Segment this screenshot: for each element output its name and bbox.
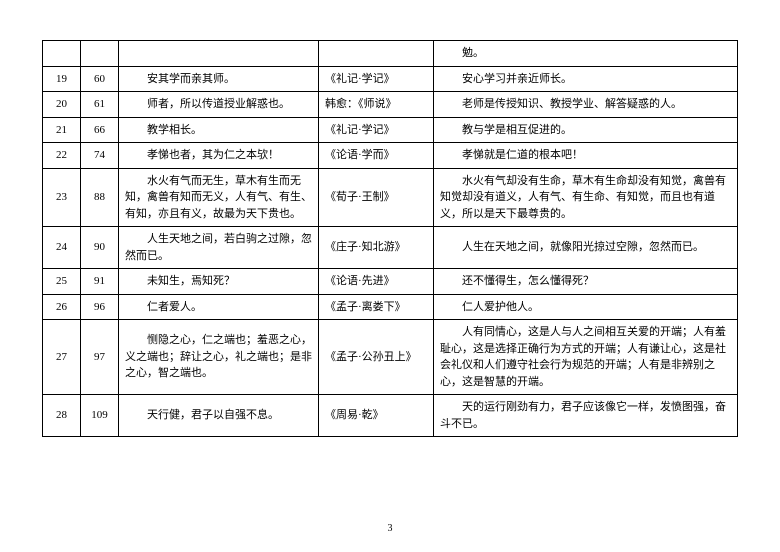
cell-source: 《孟子·离娄下》: [319, 294, 434, 320]
cell-index: 24: [43, 227, 81, 269]
cell-index: 23: [43, 168, 81, 227]
cell-page: 88: [81, 168, 119, 227]
cell-page: 97: [81, 320, 119, 395]
cell-source: 《论语·学而》: [319, 143, 434, 169]
cell-original: 安其学而亲其师。: [119, 66, 319, 92]
cell-page: 66: [81, 117, 119, 143]
table-row: 2591未知生，焉知死？《论语·先进》还不懂得生，怎么懂得死？: [43, 269, 738, 295]
cell-index: 21: [43, 117, 81, 143]
quotes-table: 勉。1960安其学而亲其师。《礼记·学记》安心学习并亲近师长。2061师者，所以…: [42, 40, 738, 437]
table-row: 2061师者，所以传道授业解惑也。韩愈：《师说》老师是传授知识、教授学业、解答疑…: [43, 92, 738, 118]
cell-explanation: 孝悌就是仁道的根本吧！: [434, 143, 738, 169]
cell-original: [119, 41, 319, 67]
table-row: 2797恻隐之心，仁之端也；羞恶之心，义之端也；辞让之心，礼之端也；是非之心，智…: [43, 320, 738, 395]
cell-source: 《礼记·学记》: [319, 66, 434, 92]
cell-page: 109: [81, 395, 119, 437]
cell-original: 仁者爱人。: [119, 294, 319, 320]
cell-explanation: 水火有气却没有生命，草木有生命却没有知觉，禽兽有知觉却没有道义，人有气、有生命、…: [434, 168, 738, 227]
document-page: 勉。1960安其学而亲其师。《礼记·学记》安心学习并亲近师长。2061师者，所以…: [0, 0, 780, 437]
cell-page: 60: [81, 66, 119, 92]
cell-source: [319, 41, 434, 67]
cell-explanation: 安心学习并亲近师长。: [434, 66, 738, 92]
cell-page: 61: [81, 92, 119, 118]
cell-index: 19: [43, 66, 81, 92]
table-row: 2388水火有气而无生，草木有生而无知，禽兽有知而无义，人有气、有生、有知，亦且…: [43, 168, 738, 227]
page-number: 3: [0, 523, 780, 534]
cell-page: 96: [81, 294, 119, 320]
cell-index: 25: [43, 269, 81, 295]
cell-original: 未知生，焉知死？: [119, 269, 319, 295]
cell-original: 人生天地之间，若白驹之过隙，忽然而已。: [119, 227, 319, 269]
table-row: 1960安其学而亲其师。《礼记·学记》安心学习并亲近师长。: [43, 66, 738, 92]
cell-source: 《孟子·公孙丑上》: [319, 320, 434, 395]
cell-index: 26: [43, 294, 81, 320]
cell-page: [81, 41, 119, 67]
cell-source: 《礼记·学记》: [319, 117, 434, 143]
cell-explanation: 人有同情心，这是人与人之间相互关爱的开端；人有羞耻心，这是选择正确行为方式的开端…: [434, 320, 738, 395]
cell-original: 教学相长。: [119, 117, 319, 143]
cell-explanation: 教与学是相互促进的。: [434, 117, 738, 143]
cell-original: 师者，所以传道授业解惑也。: [119, 92, 319, 118]
cell-source: 《周易·乾》: [319, 395, 434, 437]
cell-source: 《荀子·王制》: [319, 168, 434, 227]
cell-page: 74: [81, 143, 119, 169]
cell-index: 28: [43, 395, 81, 437]
cell-source: 韩愈：《师说》: [319, 92, 434, 118]
cell-page: 91: [81, 269, 119, 295]
cell-source: 《论语·先进》: [319, 269, 434, 295]
cell-explanation: 还不懂得生，怎么懂得死？: [434, 269, 738, 295]
cell-original: 恻隐之心，仁之端也；羞恶之心，义之端也；辞让之心，礼之端也；是非之心，智之端也。: [119, 320, 319, 395]
cell-original: 天行健，君子以自强不息。: [119, 395, 319, 437]
cell-page: 90: [81, 227, 119, 269]
cell-original: 孝悌也者，其为仁之本欤！: [119, 143, 319, 169]
table-row: 勉。: [43, 41, 738, 67]
table-row: 2696仁者爱人。《孟子·离娄下》仁人爱护他人。: [43, 294, 738, 320]
table-row: 28109天行健，君子以自强不息。《周易·乾》天的运行刚劲有力，君子应该像它一样…: [43, 395, 738, 437]
table-row: 2490人生天地之间，若白驹之过隙，忽然而已。《庄子·知北游》人生在天地之间，就…: [43, 227, 738, 269]
cell-explanation: 仁人爱护他人。: [434, 294, 738, 320]
cell-original: 水火有气而无生，草木有生而无知，禽兽有知而无义，人有气、有生、有知，亦且有义，故…: [119, 168, 319, 227]
cell-explanation: 天的运行刚劲有力，君子应该像它一样，发愤图强，奋斗不已。: [434, 395, 738, 437]
cell-index: [43, 41, 81, 67]
cell-source: 《庄子·知北游》: [319, 227, 434, 269]
cell-index: 27: [43, 320, 81, 395]
cell-explanation: 老师是传授知识、教授学业、解答疑惑的人。: [434, 92, 738, 118]
cell-index: 20: [43, 92, 81, 118]
table-row: 2274孝悌也者，其为仁之本欤！《论语·学而》孝悌就是仁道的根本吧！: [43, 143, 738, 169]
cell-explanation: 人生在天地之间，就像阳光掠过空隙，忽然而已。: [434, 227, 738, 269]
cell-index: 22: [43, 143, 81, 169]
cell-explanation: 勉。: [434, 41, 738, 67]
table-row: 2166教学相长。《礼记·学记》教与学是相互促进的。: [43, 117, 738, 143]
